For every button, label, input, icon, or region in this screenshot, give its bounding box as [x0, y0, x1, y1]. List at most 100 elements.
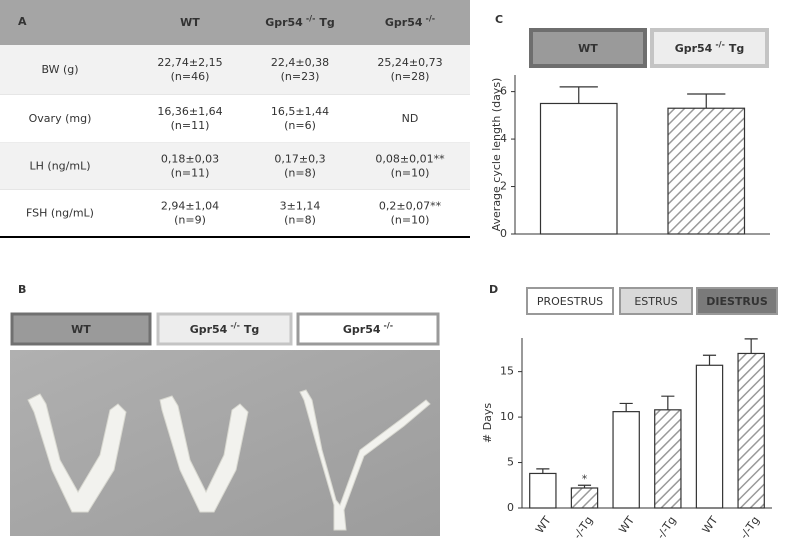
error-bar	[687, 93, 726, 109]
row-label: LH (ng/mL)	[30, 160, 91, 173]
label-base: Gpr54	[343, 323, 381, 336]
y-tick-label: 15	[500, 365, 514, 378]
panel-label: A	[18, 15, 27, 28]
label-base: Gpr54	[190, 323, 228, 336]
bar	[539, 102, 618, 235]
legend-label: WT	[71, 323, 91, 336]
bar	[570, 487, 599, 509]
table-row	[0, 45, 470, 95]
label-suffix: Tg	[319, 16, 334, 29]
y-tick-label: 4	[500, 132, 507, 145]
legend-box	[650, 28, 769, 68]
y-tick-label: 5	[507, 456, 514, 469]
legend-box	[529, 28, 647, 68]
y-tick-label: 0	[500, 227, 507, 240]
legend-box	[156, 312, 293, 346]
panel-label: B	[18, 283, 26, 296]
y-tick-label: 6	[500, 85, 507, 98]
label-sup: -/-	[230, 321, 240, 330]
error-bar	[661, 395, 675, 410]
legend-label: WT	[578, 42, 598, 55]
label-base: Gpr54	[265, 16, 303, 29]
legend-box	[696, 287, 778, 315]
x-tick-label: WT	[700, 514, 721, 536]
row-label: FSH (ng/mL)	[26, 207, 94, 220]
table-cell: (n=11)	[171, 167, 210, 180]
table-cell: 16,36±1,64	[157, 105, 222, 118]
legend-box	[10, 312, 152, 346]
y-tick-label: 2	[500, 180, 507, 193]
bar	[667, 107, 746, 235]
legend-label: Gpr54 -/- Tg	[190, 321, 260, 337]
table-cell: 0,17±0,3	[274, 153, 325, 166]
label-base: Gpr54	[385, 16, 423, 29]
table-row	[0, 143, 470, 190]
table-cell: 22,74±2,15	[157, 56, 222, 69]
table-cell: (n=23)	[281, 70, 320, 83]
table-cell: (n=10)	[391, 167, 430, 180]
table-header	[0, 0, 470, 45]
legend-box	[296, 312, 440, 346]
table-cell: 0,18±0,03	[161, 153, 219, 166]
column-header: Gpr54 -/-	[385, 14, 435, 30]
label-suffix: Tg	[729, 42, 744, 55]
table-cell: (n=46)	[171, 70, 210, 83]
row-label: Ovary (mg)	[29, 112, 92, 125]
label-sup: -/-	[715, 40, 725, 49]
label-base: Gpr54	[675, 42, 713, 55]
table-cell: (n=9)	[174, 214, 206, 227]
x-tick-label: WT	[616, 514, 637, 536]
table-row	[0, 190, 470, 237]
table-cell: (n=8)	[284, 214, 316, 227]
bar	[737, 352, 765, 509]
table-cell: 0,08±0,01**	[375, 153, 445, 166]
x-tick-label: -/-Tg	[571, 514, 596, 541]
y-tick-label: 10	[500, 410, 514, 423]
bar	[695, 364, 724, 509]
error-bar	[577, 484, 592, 488]
bar	[529, 472, 557, 509]
table-cell: 22,4±0,38	[271, 56, 329, 69]
label-base: WT	[71, 323, 91, 336]
table-cell: 2,94±1,04	[161, 200, 219, 213]
label-base: WT	[180, 16, 200, 29]
label-suffix: Tg	[244, 323, 259, 336]
column-header: Gpr54 -/- Tg	[265, 14, 335, 30]
column-header: WT	[180, 16, 200, 29]
label-base: WT	[578, 42, 598, 55]
label-sup: -/-	[426, 14, 436, 23]
legend-box	[619, 287, 693, 315]
table-cell: (n=6)	[284, 119, 316, 132]
x-tick-label: WT	[533, 514, 554, 536]
table-cell: 16,5±1,44	[271, 105, 329, 118]
table-cell: (n=28)	[391, 70, 430, 83]
panel-label: D	[489, 283, 498, 296]
table-cell: (n=10)	[391, 214, 430, 227]
bar	[612, 411, 640, 509]
y-tick-label: 0	[507, 501, 514, 514]
label-sup: -/-	[306, 14, 316, 23]
table-cell: 3±1,14	[280, 200, 321, 213]
legend-label: Gpr54 -/-	[343, 321, 393, 337]
table-cell: ND	[402, 112, 419, 125]
table-cell: (n=11)	[171, 119, 210, 132]
error-bar	[744, 338, 758, 354]
legend-label: Gpr54 -/- Tg	[675, 40, 745, 56]
legend-label: ESTRUS	[634, 295, 677, 308]
annotation: *	[582, 472, 588, 485]
table-row	[0, 95, 470, 143]
x-tick-label: -/-Tg	[654, 514, 679, 541]
error-bar	[702, 354, 717, 366]
legend-label: PROESTRUS	[537, 295, 603, 308]
table-cell: 25,24±0,73	[377, 56, 442, 69]
panel-label: C	[495, 13, 503, 26]
y-axis-label: Average cycle length (days)	[490, 78, 503, 232]
label-sup: -/-	[384, 321, 394, 330]
error-bar	[536, 468, 550, 474]
error-bar	[619, 402, 633, 412]
x-tick-label: -/-Tg	[737, 514, 762, 541]
error-bar	[559, 86, 598, 104]
legend-label: DIESTRUS	[706, 295, 768, 308]
row-label: BW (g)	[41, 63, 78, 76]
